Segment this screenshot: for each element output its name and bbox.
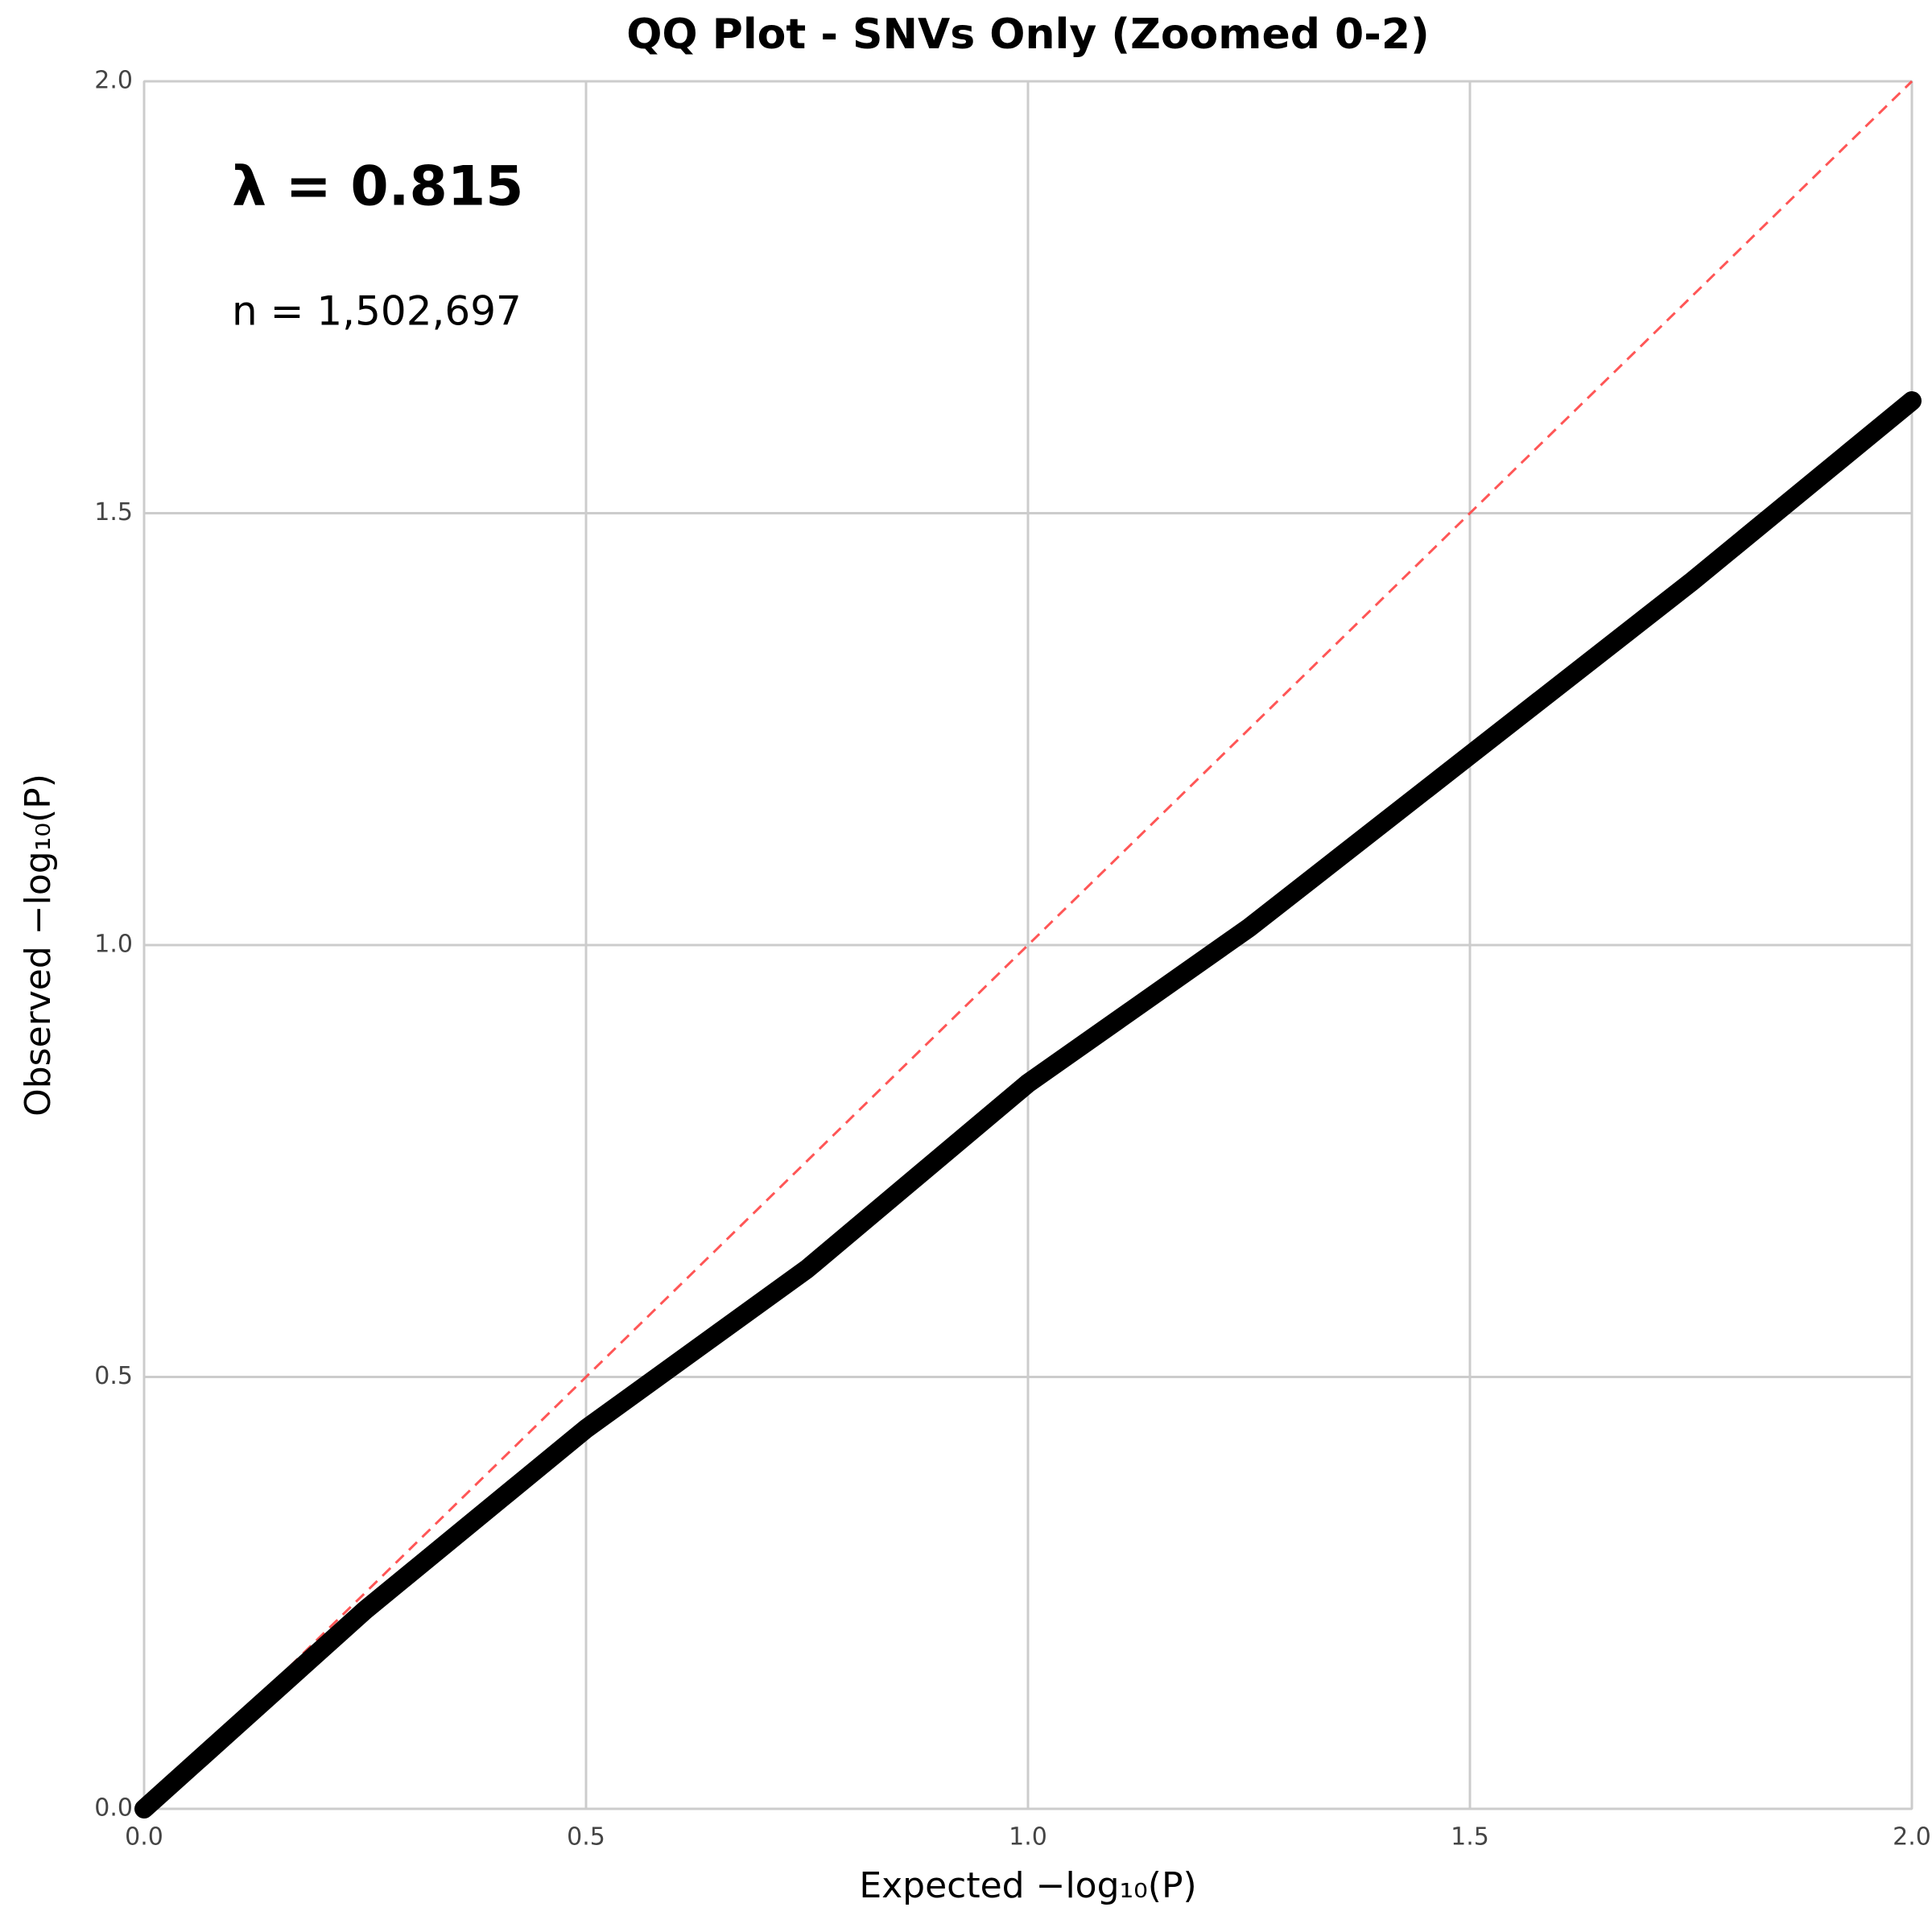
y-tick-label: 0.0 [94,1794,133,1823]
plot-frame [143,80,1913,1810]
y-tick-label: 2.0 [94,67,133,95]
x-axis-label: Expected −log₁₀(P) [859,1865,1196,1906]
x-tick-label: 0.0 [125,1823,163,1852]
y-tick-label: 1.0 [94,931,133,959]
x-tick-label: 1.0 [1009,1823,1047,1852]
count-annotation: n = 1,502,697 [232,288,522,335]
y-axis-label: Observed −log₁₀(P) [18,774,59,1117]
y-tick-label: 0.5 [94,1362,133,1390]
chart-title: QQ Plot - SNVs Only (Zoomed 0-2) [626,10,1430,59]
x-tick-label: 1.5 [1451,1823,1489,1852]
lambda-annotation: λ = 0.815 [232,155,523,219]
y-tick-label: 1.5 [94,498,133,526]
reference-line [142,80,1913,1810]
x-tick-label: 2.0 [1893,1823,1931,1852]
x-tick-label: 0.5 [567,1823,605,1852]
qq-curve [134,391,1922,1818]
